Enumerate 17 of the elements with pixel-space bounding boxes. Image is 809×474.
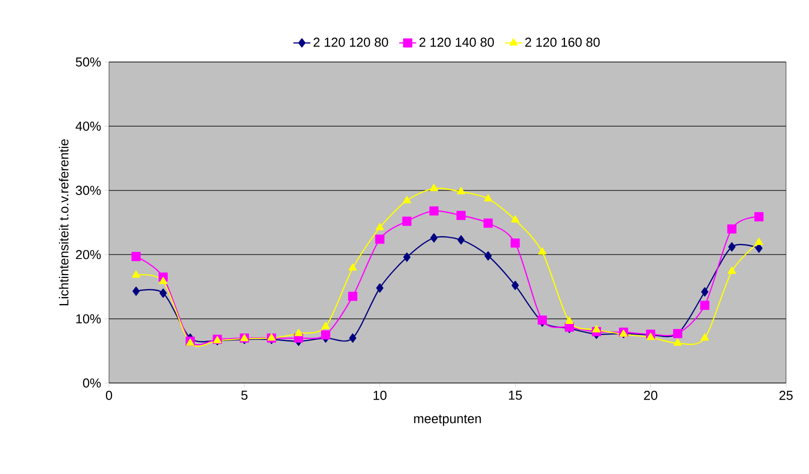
y-tick-label: 50% <box>76 57 101 67</box>
x-tick-label: 0 <box>106 390 112 400</box>
x-axis-title: meetpunten <box>414 414 481 426</box>
y-tick-label: 10% <box>76 314 101 324</box>
y-tick-label: 0% <box>83 378 101 388</box>
y-tick-label: 40% <box>76 122 101 131</box>
legend-label: 2 120 160 80 <box>525 38 600 47</box>
legend-label: 2 120 120 80 <box>314 38 388 47</box>
x-tick-label: 20 <box>644 390 658 400</box>
x-tick-label: 10 <box>374 390 387 400</box>
y-axis-title: Lichtintensiteit t.o.v.referentie <box>58 139 68 306</box>
y-tick-label: 20% <box>76 250 101 260</box>
y-tick-label: 30% <box>76 186 101 195</box>
x-tick-label: 5 <box>241 390 248 400</box>
legend-label: 2 120 140 80 <box>419 38 494 47</box>
x-tick-label: 15 <box>508 390 522 400</box>
x-tick-label: 25 <box>779 390 793 400</box>
